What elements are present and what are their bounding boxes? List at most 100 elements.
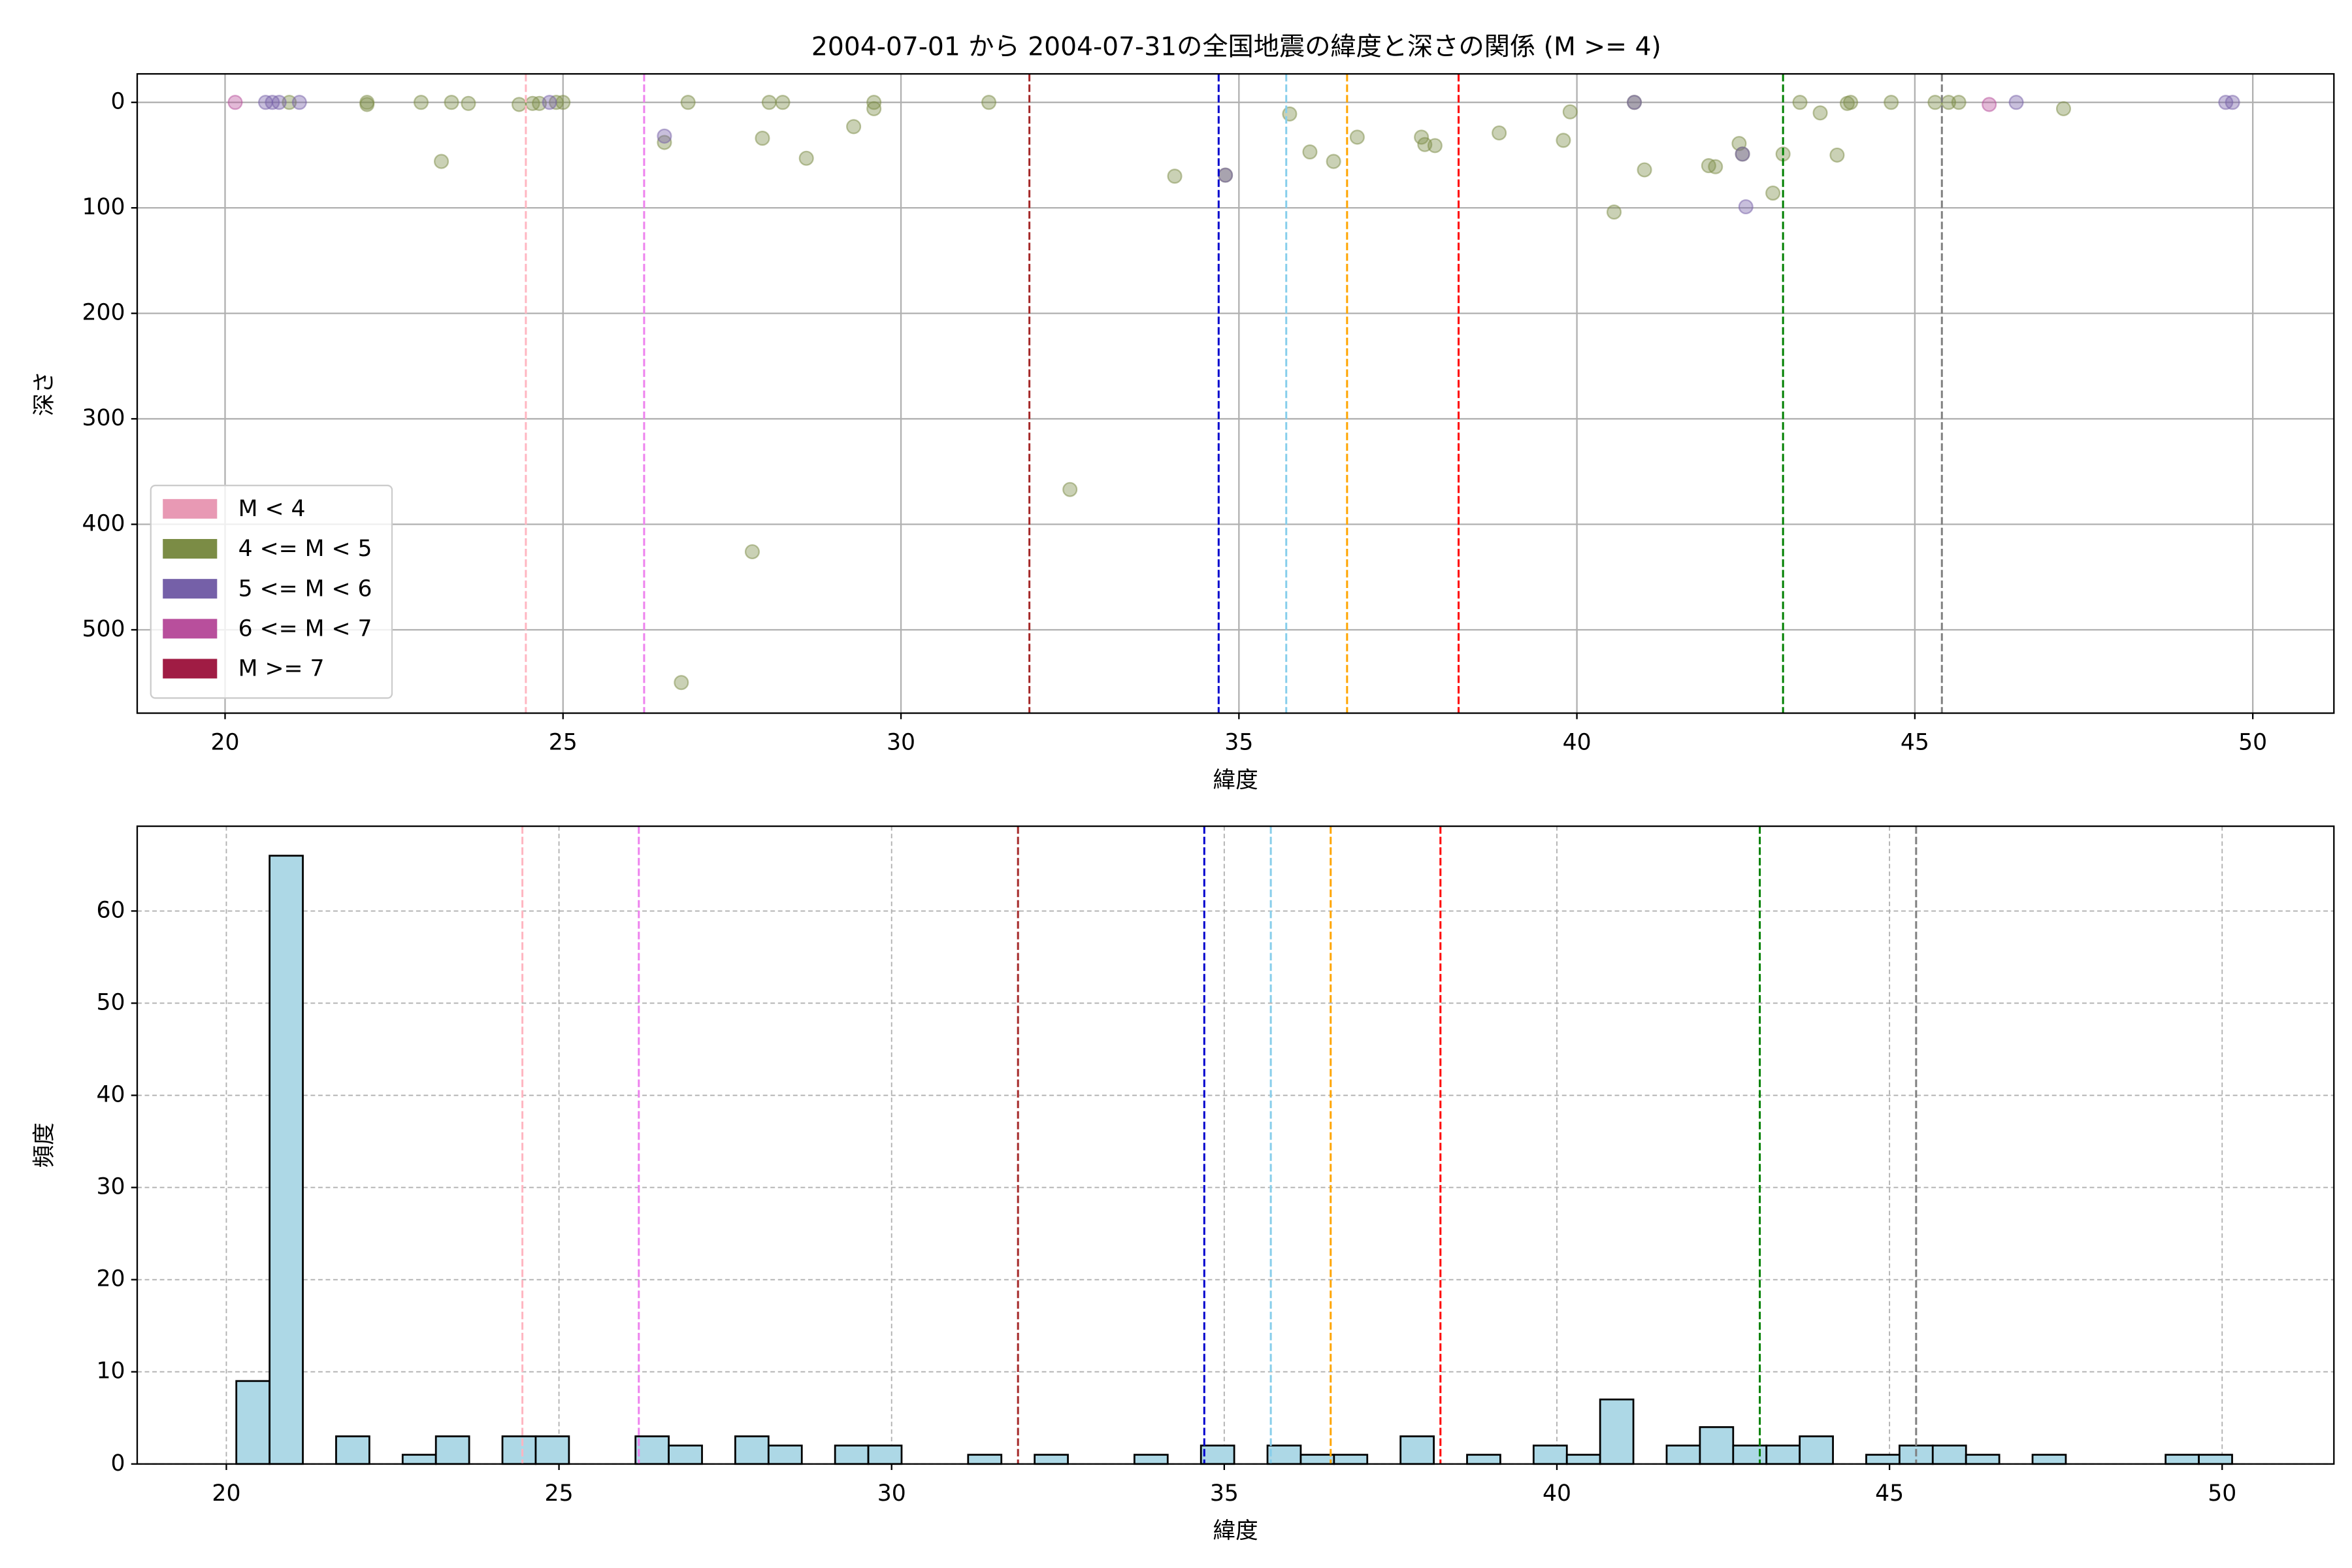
x-tick-label: 30 [887, 730, 915, 756]
bar [668, 1445, 703, 1465]
legend-label: 6 <= M < 7 [238, 615, 372, 642]
point [1982, 97, 1997, 112]
point [2225, 95, 2240, 110]
bar [269, 855, 304, 1465]
x-tick-label: 35 [1210, 1480, 1239, 1507]
bar [1333, 1454, 1369, 1465]
point [434, 154, 449, 169]
y-tick-label: 0 [111, 89, 125, 115]
bar [1133, 1454, 1169, 1465]
bar [401, 1454, 437, 1465]
point [657, 128, 672, 144]
point [1765, 185, 1781, 201]
point [846, 119, 862, 135]
point [1792, 95, 1808, 110]
bar [1565, 1454, 1601, 1465]
point [775, 95, 791, 110]
point [1326, 154, 1341, 169]
y-tick-label: 30 [96, 1174, 125, 1200]
point [1738, 199, 1754, 215]
bar [235, 1380, 271, 1465]
bar [434, 1435, 470, 1465]
point [1062, 482, 1078, 497]
x-tick-label: 25 [549, 730, 578, 756]
y-tick-label: 40 [96, 1082, 125, 1108]
y-axis-label: 頻度 [31, 1122, 57, 1168]
point [291, 95, 307, 110]
x-axis-label: 緯度 [1213, 1518, 1258, 1544]
bar [534, 1435, 570, 1465]
x-tick-label: 40 [1543, 1480, 1571, 1507]
x-tick-label: 20 [210, 730, 239, 756]
y-tick-label: 50 [96, 989, 125, 1015]
x-tick-label: 40 [1563, 730, 1592, 756]
x-tick-label: 35 [1224, 730, 1253, 756]
legend-swatch [163, 619, 218, 639]
bar [867, 1445, 903, 1465]
x-tick-label: 50 [2238, 730, 2267, 756]
point [674, 675, 689, 691]
point [1927, 95, 1943, 110]
legend-swatch [163, 579, 218, 599]
point [2055, 101, 2072, 116]
y-tick-label: 100 [82, 194, 125, 220]
point [1951, 95, 1967, 110]
legend-swatch [163, 539, 218, 559]
bar [1732, 1445, 1768, 1465]
bar [1699, 1426, 1735, 1465]
y-tick-label: 500 [82, 616, 125, 642]
bar [834, 1445, 870, 1465]
point [282, 95, 297, 110]
point [1167, 169, 1183, 184]
bar [967, 1454, 1003, 1465]
bar [501, 1435, 537, 1465]
point [413, 95, 429, 110]
x-tick-label: 25 [545, 1480, 574, 1507]
legend-swatch [163, 498, 218, 519]
bar [734, 1435, 770, 1465]
point [542, 95, 557, 110]
bar [1665, 1445, 1701, 1465]
x-tick-label: 30 [877, 1480, 906, 1507]
axes-frame [136, 73, 2335, 714]
chart-title: 2004-07-01 から 2004-07-31の全国地震の緯度と深さの関係 (… [811, 32, 1661, 61]
point [1349, 129, 1365, 145]
legend-label: 5 <= M < 6 [238, 576, 372, 602]
legend-label: 4 <= M < 5 [238, 536, 372, 562]
axes-frame [136, 825, 2335, 1465]
point [1218, 167, 1233, 183]
point [444, 95, 459, 110]
x-tick-label: 45 [1875, 1480, 1904, 1507]
bar [2198, 1454, 2233, 1465]
bar [1931, 1445, 1967, 1465]
point [1735, 146, 1750, 162]
y-tick-label: 20 [96, 1266, 125, 1292]
y-tick-label: 0 [111, 1450, 125, 1477]
point [1884, 95, 1899, 110]
y-axis-label: 深さ [31, 371, 57, 416]
bar [1034, 1454, 1069, 1465]
y-tick-label: 400 [82, 511, 125, 537]
point [461, 95, 476, 111]
point [1812, 105, 1828, 121]
point [1302, 144, 1318, 160]
point [1556, 133, 1571, 148]
point [1637, 162, 1652, 178]
y-tick-label: 200 [82, 300, 125, 326]
legend-swatch [163, 659, 218, 679]
bar [1799, 1435, 1834, 1465]
bar [1765, 1445, 1801, 1465]
point [271, 95, 287, 110]
legend-label: M >= 7 [238, 656, 325, 682]
bar [2164, 1454, 2200, 1465]
point [866, 101, 882, 116]
point [1606, 204, 1622, 220]
point [555, 95, 571, 110]
bar [1865, 1454, 1901, 1465]
bar [1466, 1454, 1501, 1465]
x-tick-label: 20 [212, 1480, 240, 1507]
x-tick-label: 45 [1901, 730, 1929, 756]
point [1427, 138, 1443, 154]
